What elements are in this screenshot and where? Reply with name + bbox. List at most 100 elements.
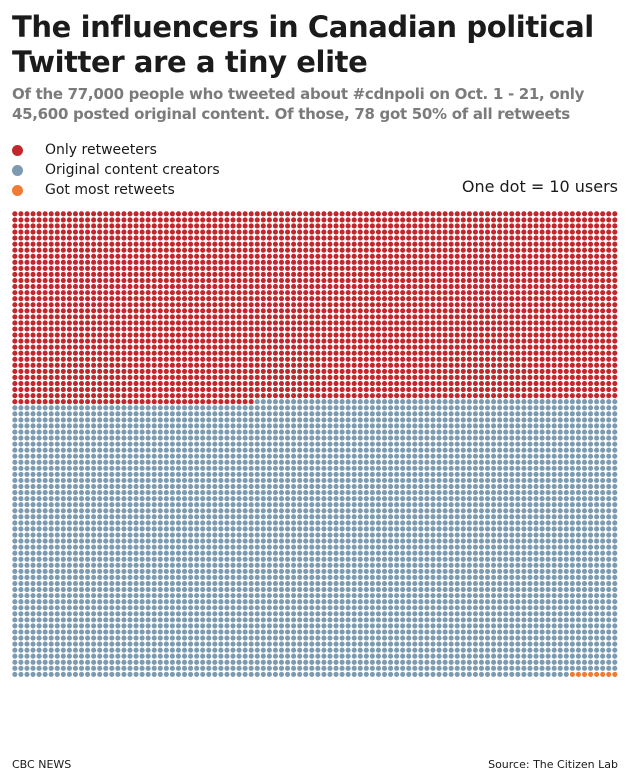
dot-only-retweeters [430, 374, 436, 381]
dot-only-retweeters [484, 235, 491, 241]
dot-only-retweeters [539, 393, 545, 399]
dot-only-retweeters [557, 247, 563, 253]
dot-only-retweeters [454, 241, 460, 247]
dot-only-retweeters [115, 290, 121, 296]
dot-only-retweeters [315, 393, 321, 399]
dot-original-content-creators [333, 417, 339, 423]
dot-only-retweeters [491, 308, 497, 314]
dot-only-retweeters [230, 296, 236, 302]
dot-original-content-creators [254, 447, 260, 453]
dot-original-content-creators [406, 477, 412, 484]
dot-only-retweeters [30, 350, 36, 356]
dot-only-retweeters [612, 350, 618, 356]
dot-only-retweeters [309, 338, 315, 344]
dot-only-retweeters [42, 229, 48, 235]
dot-only-retweeters [515, 265, 521, 271]
dot-only-retweeters [285, 223, 291, 229]
dot-only-retweeters [394, 217, 400, 223]
dot-original-content-creators [430, 405, 436, 411]
dot-only-retweeters [363, 308, 369, 314]
dot-only-retweeters [472, 223, 478, 229]
dot-original-content-creators [18, 471, 24, 477]
dot-only-retweeters [545, 247, 551, 253]
dot-original-content-creators [424, 399, 430, 405]
dot-only-retweeters [491, 241, 497, 247]
dot-only-retweeters [200, 326, 206, 332]
dot-original-content-creators [315, 435, 321, 441]
dot-only-retweeters [260, 380, 266, 387]
dot-original-content-creators [333, 435, 339, 441]
dot-only-retweeters [363, 265, 369, 271]
dot-only-retweeters [448, 350, 454, 356]
dot-only-retweeters [48, 338, 54, 344]
dot-original-content-creators [484, 429, 491, 435]
dot-original-content-creators [309, 405, 315, 411]
dot-original-content-creators [78, 423, 85, 429]
dot-original-content-creators [42, 411, 48, 417]
dot-only-retweeters [394, 253, 400, 259]
dot-original-content-creators [272, 441, 278, 447]
dot-only-retweeters [575, 211, 581, 217]
dot-only-retweeters [466, 284, 472, 290]
dot-only-retweeters [557, 284, 563, 290]
dot-only-retweeters [291, 284, 297, 290]
dot-only-retweeters [266, 265, 272, 271]
dot-original-content-creators [430, 484, 436, 490]
dot-only-retweeters [157, 332, 163, 338]
dot-only-retweeters [206, 253, 212, 259]
dot-original-content-creators [285, 441, 291, 447]
dot-original-content-creators [127, 465, 133, 471]
dot-original-content-creators [181, 453, 188, 459]
dot-only-retweeters [224, 217, 230, 223]
dot-only-retweeters [230, 326, 236, 332]
dot-only-retweeters [242, 399, 248, 405]
dot-original-content-creators [551, 405, 557, 411]
dot-original-content-creators [345, 453, 351, 459]
dot-only-retweeters [436, 387, 442, 393]
dot-only-retweeters [515, 290, 521, 296]
dot-only-retweeters [575, 290, 581, 296]
dot-original-content-creators [581, 441, 588, 447]
dot-original-content-creators [381, 453, 388, 459]
dot-original-content-creators [588, 453, 594, 459]
dot-only-retweeters [333, 253, 339, 259]
dot-only-retweeters [394, 308, 400, 314]
dot-only-retweeters [588, 235, 594, 241]
dot-only-retweeters [454, 211, 460, 217]
dot-original-content-creators [327, 471, 333, 477]
dot-original-content-creators [36, 429, 42, 435]
dot-only-retweeters [291, 265, 297, 271]
dot-original-content-creators [381, 496, 388, 502]
dot-original-content-creators [503, 471, 509, 477]
dot-original-content-creators [497, 465, 503, 471]
dot-original-content-creators [285, 453, 291, 459]
dot-only-retweeters [157, 253, 163, 259]
dot-only-retweeters [121, 368, 127, 374]
dot-only-retweeters [145, 356, 151, 362]
dot-original-content-creators [224, 508, 230, 514]
dot-only-retweeters [248, 393, 254, 399]
dot-only-retweeters [163, 259, 169, 265]
dot-only-retweeters [97, 253, 103, 259]
dot-only-retweeters [303, 302, 309, 308]
dot-only-retweeters [266, 284, 272, 290]
dot-original-content-creators [315, 447, 321, 453]
dot-only-retweeters [381, 362, 388, 368]
legend-dot-icon [12, 184, 23, 196]
dot-original-content-creators [363, 465, 369, 471]
dot-original-content-creators [42, 441, 48, 447]
dot-original-content-creators [412, 496, 418, 502]
dot-original-content-creators [612, 459, 618, 465]
dot-original-content-creators [430, 447, 436, 453]
dot-only-retweeters [248, 362, 254, 368]
dot-only-retweeters [175, 241, 182, 247]
dot-only-retweeters [363, 211, 369, 217]
dot-only-retweeters [200, 362, 206, 368]
dot-original-content-creators [194, 465, 200, 471]
dot-original-content-creators [175, 453, 182, 459]
dot-original-content-creators [575, 502, 581, 508]
dot-only-retweeters [436, 296, 442, 302]
dot-only-retweeters [303, 235, 309, 241]
dot-only-retweeters [557, 320, 563, 326]
dot-original-content-creators [466, 399, 472, 405]
